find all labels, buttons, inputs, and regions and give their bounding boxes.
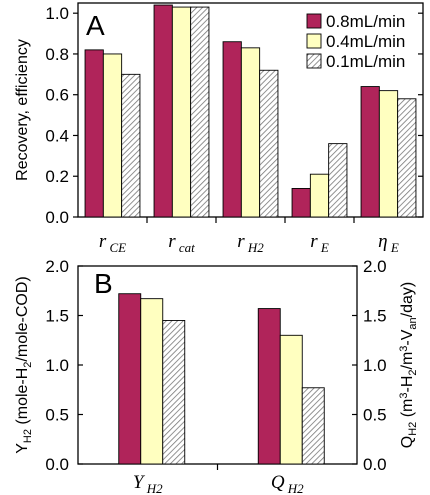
bar-a — [378, 90, 399, 218]
y-tick-label-a: 1.0 — [45, 4, 69, 23]
bar-a — [240, 47, 261, 218]
legend-swatch — [306, 53, 322, 69]
bar-b — [301, 387, 325, 465]
panel-label-b: B — [94, 268, 113, 299]
legend-label: 0.8mL/min — [326, 12, 405, 31]
bar-a — [328, 143, 348, 218]
legend-swatch — [306, 13, 322, 29]
y-tick-label-a: 0.0 — [45, 208, 69, 227]
y-tick-label-right-b: 1.0 — [363, 356, 387, 375]
y-axis-label-a: Recovery, efficiency — [14, 39, 31, 181]
bar-a — [190, 6, 210, 218]
x-category-label-a: r cat — [168, 231, 195, 255]
x-category-label-a: r H2 — [237, 231, 264, 255]
bar-b — [162, 320, 186, 465]
y-tick-label-a: 0.4 — [45, 126, 69, 145]
y-tick-label-left-b: 0.0 — [45, 455, 69, 474]
bar-a — [102, 53, 123, 218]
legend-label: 0.4mL/min — [326, 32, 405, 51]
y-tick-label-right-b: 1.5 — [363, 307, 387, 326]
bar-a — [360, 86, 380, 218]
y-tick-label-a: 0.8 — [45, 45, 69, 64]
x-category-label-a: η E — [378, 231, 399, 255]
bar-a — [222, 41, 242, 218]
panel-b: 0.0 0.0 0.5 0.5 1.0 1.0 1.5 1.5 2.0 2.0 YH2 (mole-… — [14, 257, 419, 495]
y-tick-label-right-b: 0.0 — [363, 455, 387, 474]
legend-label: 0.1mL/min — [326, 52, 405, 71]
y-tick-label-right-b: 0.5 — [363, 406, 387, 425]
y-tick-label-left-b: 2.0 — [45, 257, 69, 276]
bar-a — [84, 49, 104, 218]
bar-b — [257, 308, 281, 465]
y-tick-label-left-b: 0.5 — [45, 406, 69, 425]
bar-b — [118, 293, 142, 465]
y-axis-label-left-b: YH2 (mole-H2/mole-COD) — [14, 276, 34, 454]
y-axis-label-right-b: QH2 (m3-H2/m3-Van/day) — [398, 282, 419, 449]
bar-a — [309, 173, 330, 218]
legend-swatch — [306, 33, 322, 49]
bar-b — [140, 298, 164, 465]
bar-a — [171, 6, 192, 218]
x-category-label-a: r E — [310, 231, 329, 255]
panel-label-a: A — [86, 10, 105, 41]
x-category-label-b: Q H2 — [271, 472, 304, 495]
y-tick-label-left-b: 1.5 — [45, 307, 69, 326]
bar-a — [153, 4, 173, 218]
bar-a — [291, 188, 311, 218]
y-tick-label-left-b: 1.0 — [45, 356, 69, 375]
x-category-label-a: r CE — [99, 231, 126, 255]
bar-a — [259, 69, 279, 218]
y-tick-label-a: 0.2 — [45, 167, 69, 186]
panel-a: 0.0 0.2 0.4 0.6 0.8 1.0 Recovery, efficiency r … — [14, 2, 424, 255]
bar-a — [397, 98, 417, 218]
x-category-label-b: Y H2 — [133, 472, 163, 495]
bar-b — [279, 334, 303, 465]
y-tick-label-right-b: 2.0 — [363, 257, 387, 276]
bar-a — [121, 73, 141, 218]
y-tick-label-a: 0.6 — [45, 86, 69, 105]
